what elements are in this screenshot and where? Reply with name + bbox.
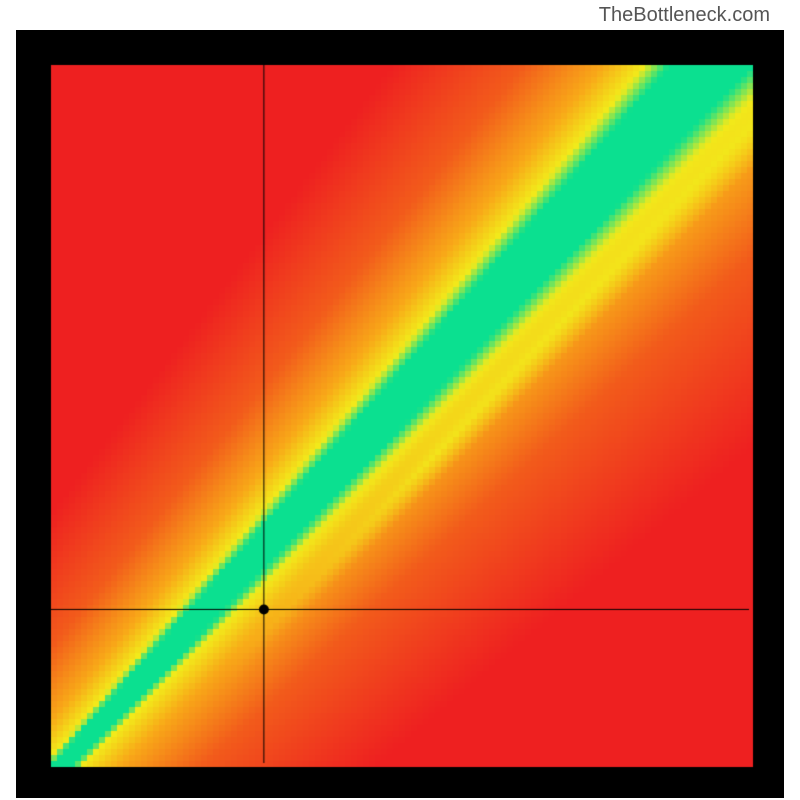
bottleneck-heatmap xyxy=(16,30,784,798)
watermark-text: TheBottleneck.com xyxy=(599,4,770,27)
chart-frame xyxy=(16,30,784,798)
